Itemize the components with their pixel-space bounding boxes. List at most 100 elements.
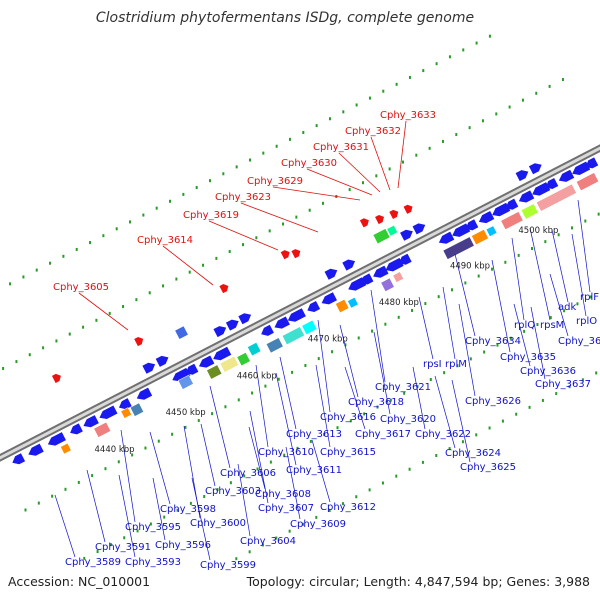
grid-dot [349, 419, 352, 423]
gene-arrow-reverse [532, 182, 551, 196]
leader-line [442, 286, 456, 360]
grid-dot [342, 110, 345, 114]
grid-dot [262, 151, 265, 155]
gene-label-lower: Cphy_3612 [320, 502, 376, 513]
grid-dot [131, 453, 134, 457]
grid-dot [136, 529, 139, 533]
gene-arrow-reverse [321, 292, 337, 305]
gene-arrow [118, 398, 132, 410]
accession-text: Accession: NC_010001 [8, 574, 150, 589]
gene-box [485, 225, 498, 237]
leader-line [549, 273, 569, 337]
grid-dot [521, 98, 524, 102]
leader-line [529, 227, 551, 321]
leader-line [338, 152, 381, 193]
leader-line [311, 439, 331, 503]
grid-dot [282, 222, 285, 226]
leader-line [237, 463, 251, 537]
grid-dot [149, 522, 152, 526]
leader-line [86, 469, 106, 543]
leader-line [248, 426, 266, 490]
gene-label-lower: Cphy_3608 [255, 489, 311, 500]
grid-dot [381, 481, 384, 485]
gene-box-feature [535, 183, 577, 212]
grid-dot [508, 105, 511, 109]
gene-label-lower: Cphy_3611 [286, 465, 342, 476]
leader-line [451, 379, 471, 463]
gene-label-lower: rplQ [514, 320, 535, 331]
grid-dot [357, 336, 360, 340]
gene-arrow-reverse [478, 211, 495, 224]
gene-arrow [515, 170, 529, 182]
gene-arrow [389, 209, 399, 220]
grid-dot [222, 172, 225, 176]
gene-label-lower: Cphy_3595 [125, 522, 181, 533]
grid-dot [195, 186, 198, 190]
gene-label-lower: Cphy_3626 [465, 396, 521, 407]
gene-arrow [360, 273, 374, 285]
gene-box [471, 229, 489, 246]
grid-dot [302, 130, 305, 134]
gene-arrow-red [291, 249, 301, 259]
gene-label-lower: Cphy_3591 [95, 542, 151, 553]
gene-label-lower: Cphy_3607 [258, 503, 314, 514]
grid-dot [315, 124, 318, 128]
gene-arrow [213, 346, 232, 361]
gene-box-feature [129, 402, 144, 417]
leader-line [162, 245, 214, 286]
grid-dot [515, 412, 518, 416]
grid-dot [42, 346, 45, 350]
gene-label-upper: Cphy_3631 [313, 142, 369, 153]
grid-dot [268, 229, 271, 233]
gene-label-upper: Cphy_3623 [215, 192, 271, 203]
grid-dot [456, 364, 459, 368]
gene-arrow [518, 190, 535, 203]
grid-dot [368, 96, 371, 100]
leader-line [458, 303, 476, 397]
grid-dot [155, 206, 158, 210]
gene-arrow [438, 231, 455, 244]
gene-box [372, 228, 391, 245]
gene-arrow-forward [155, 355, 169, 367]
grid-dot [468, 126, 471, 130]
grid-dot [462, 48, 465, 52]
gene-arrow [373, 265, 389, 278]
grid-dot [361, 181, 364, 185]
leader-line [118, 474, 136, 558]
gene-arrow [142, 362, 156, 374]
gene-arrow-reverse [118, 398, 132, 410]
grid-dot [395, 82, 398, 86]
leader-line [370, 136, 391, 191]
grid-dot [82, 325, 85, 329]
grid-dots [2, 34, 600, 561]
gene-arrow-forward [225, 319, 239, 331]
gene-arrow [219, 284, 229, 294]
grid-dot [248, 550, 251, 554]
grid-dot [421, 460, 424, 464]
grid-dot [341, 502, 344, 506]
gene-arrow [291, 249, 301, 259]
grid-dot [509, 336, 512, 340]
gene-label-upper: Cphy_3619 [183, 210, 239, 221]
grid-dot [216, 488, 219, 492]
grid-dot [197, 419, 200, 423]
grid-dot [188, 270, 191, 274]
gene-arrow-reverse [261, 324, 274, 336]
grid-dot [142, 213, 145, 217]
gene-label-upper: Cphy_3629 [247, 176, 303, 187]
gene-arrow-forward [400, 229, 413, 241]
grid-dot [504, 260, 507, 264]
gene-arrow-reverse [70, 423, 83, 435]
gene-box [347, 296, 359, 309]
leader-line [149, 431, 171, 505]
grid-dot [117, 460, 120, 464]
gene-label-lower: Cphy_3610 [258, 447, 314, 458]
grid-dot [501, 419, 504, 423]
grid-dot [308, 208, 311, 212]
gene-arrow-forward [342, 259, 356, 271]
grid-dot [443, 371, 446, 375]
grid-dot [157, 439, 160, 443]
grid-dot [162, 284, 165, 288]
gene-arrow [585, 157, 599, 169]
leader-line [434, 375, 456, 449]
